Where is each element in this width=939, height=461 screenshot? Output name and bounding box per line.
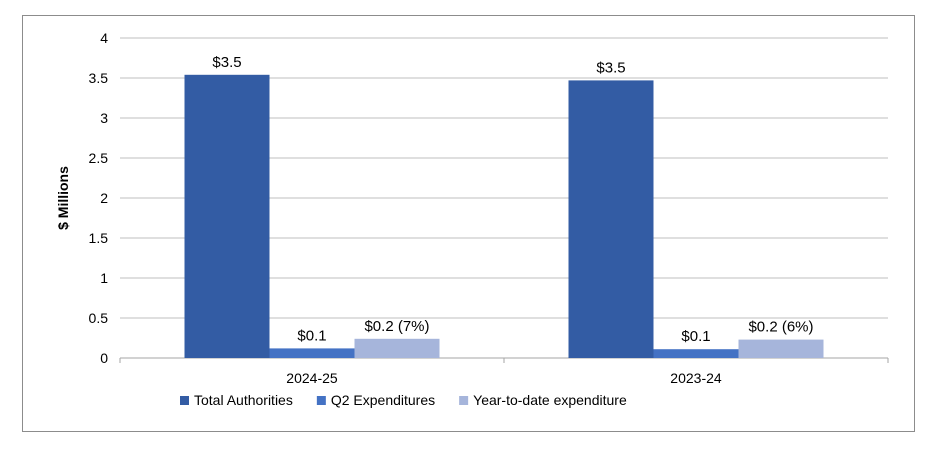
- y-tick-label: 2: [100, 190, 108, 206]
- y-tick-label: 3.5: [89, 70, 109, 86]
- data-label: $0.2 (7%): [364, 318, 429, 335]
- legend-label: Year-to-date expenditure: [473, 392, 627, 408]
- y-tick-label: 0: [100, 350, 108, 366]
- bar: [184, 74, 270, 359]
- legend-label: Q2 Expenditures: [331, 392, 435, 408]
- legend-swatch: [316, 396, 326, 405]
- data-label: $0.1: [681, 328, 710, 345]
- y-tick-label: 2.5: [89, 150, 109, 166]
- bar: [354, 338, 440, 358]
- y-axis-title: $ Millions: [55, 166, 71, 230]
- data-label: $3.5: [596, 59, 625, 76]
- y-tick-label: 3: [100, 110, 108, 126]
- chart-frame: [22, 15, 915, 432]
- legend-label: Total Authorities: [194, 392, 293, 408]
- data-label: $0.2 (6%): [748, 319, 813, 336]
- y-tick-label: 4: [100, 30, 108, 46]
- y-tick-label: 0.5: [89, 310, 109, 326]
- legend-swatch: [180, 396, 189, 405]
- data-label: $3.5: [212, 54, 241, 71]
- x-tick-label: 2023-24: [670, 370, 722, 386]
- bar: [738, 339, 824, 358]
- y-tick-label: 1.5: [89, 230, 109, 246]
- bar: [269, 348, 355, 358]
- bar: [653, 349, 739, 358]
- y-tick-label: 1: [100, 270, 108, 286]
- legend-swatch: [459, 396, 469, 405]
- data-label: $0.1: [297, 327, 326, 344]
- x-tick-label: 2024-25: [286, 370, 338, 386]
- bar: [568, 80, 654, 359]
